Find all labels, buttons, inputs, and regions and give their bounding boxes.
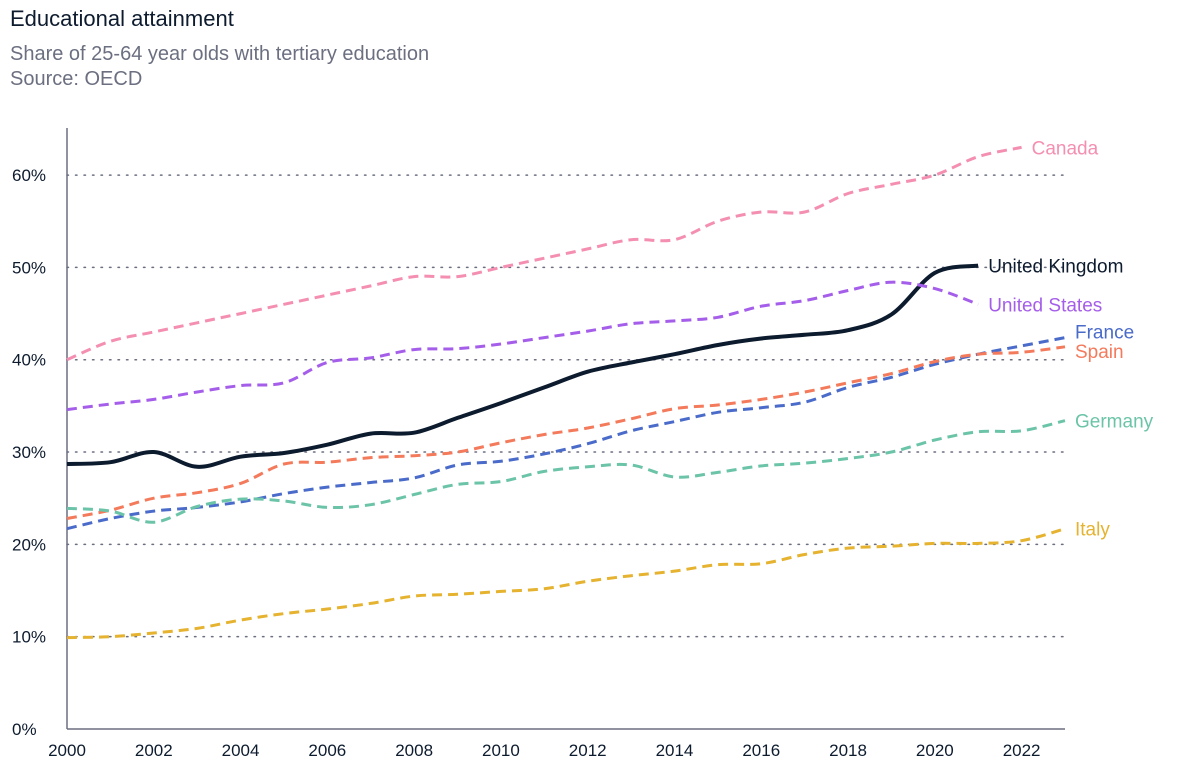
x-tick-label: 2000 bbox=[48, 741, 86, 760]
series-label-italy: Italy bbox=[1075, 520, 1110, 541]
series-labels: Canada United Kingdom United States FranceS… bbox=[988, 138, 1153, 540]
x-tick-label: 2008 bbox=[395, 741, 433, 760]
x-axis-ticks: 2000 2002 2004 2006 2008 2010 2012 2014 2016 2018… bbox=[48, 741, 1040, 760]
series-label-germany: Germany bbox=[1075, 412, 1154, 433]
gridlines bbox=[66, 174, 1066, 638]
x-tick-label: 2016 bbox=[742, 741, 780, 760]
series-lines bbox=[66, 145, 1066, 640]
series-line-spain bbox=[66, 345, 1066, 520]
y-tick-label: 40% bbox=[12, 351, 46, 370]
x-tick-label: 2012 bbox=[569, 741, 607, 760]
chart-subtitle: Share of 25-64 year olds with tertiary e… bbox=[10, 43, 430, 65]
series-line-united-states bbox=[66, 280, 979, 412]
x-tick-label: 2004 bbox=[222, 741, 260, 760]
x-tick-label: 2002 bbox=[135, 741, 173, 760]
x-tick-label: 2014 bbox=[656, 741, 694, 760]
y-tick-label: 10% bbox=[12, 628, 46, 647]
series-line-germany bbox=[66, 419, 1066, 524]
series-label-spain: Spain bbox=[1075, 342, 1124, 363]
series-label-canada: Canada bbox=[1032, 138, 1099, 159]
series-line-italy bbox=[66, 527, 1066, 640]
series-line-united-kingdom bbox=[66, 263, 979, 469]
y-tick-label: 50% bbox=[12, 258, 46, 277]
y-tick-label: 60% bbox=[12, 166, 46, 185]
chart-source: Source: OECD bbox=[10, 68, 143, 90]
series-label-united-states: United States bbox=[988, 295, 1102, 316]
chart-title: Educational attainment bbox=[10, 6, 234, 31]
y-tick-label: 30% bbox=[12, 443, 46, 462]
x-tick-label: 2010 bbox=[482, 741, 520, 760]
y-tick-label: 0% bbox=[12, 720, 37, 739]
series-line-canada bbox=[66, 145, 1022, 362]
y-axis-ticks: 0% 10% 20% 30% 40% 50% 60% bbox=[12, 166, 46, 739]
x-tick-label: 2018 bbox=[829, 741, 867, 760]
y-tick-label: 20% bbox=[12, 535, 46, 554]
x-tick-label: 2022 bbox=[1003, 741, 1041, 760]
x-tick-label: 2006 bbox=[308, 741, 346, 760]
series-label-united-kingdom: United Kingdom bbox=[988, 257, 1123, 278]
x-tick-label: 2020 bbox=[916, 741, 954, 760]
series-label-france: France bbox=[1075, 323, 1134, 344]
